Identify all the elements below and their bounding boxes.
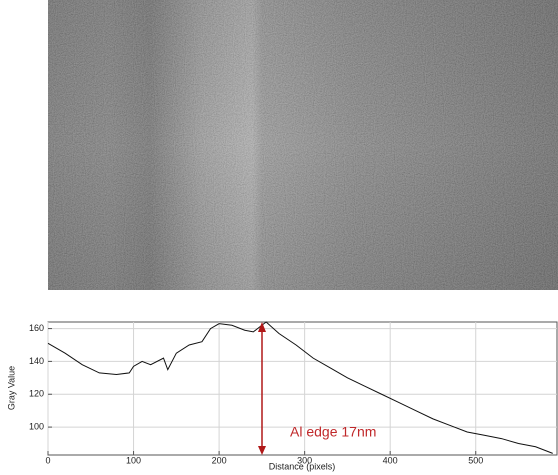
x-tick-label: 400 xyxy=(383,455,398,465)
micrograph xyxy=(48,0,558,290)
profile-line xyxy=(47,321,553,454)
x-axis-label: Distance (pixels) xyxy=(269,461,336,471)
x-tick-label: 0 xyxy=(45,455,50,465)
x-tick-label: 500 xyxy=(468,455,483,465)
arrow-head xyxy=(258,446,266,455)
arrow-head xyxy=(258,322,266,332)
y-axis-label: Gray Value xyxy=(6,366,16,410)
annotation: Al edge 17nm xyxy=(290,424,376,440)
y-tick-label: 100 xyxy=(29,421,44,431)
y-tick-label: 140 xyxy=(29,356,44,366)
y-tick-label: 160 xyxy=(29,323,44,333)
profile-plot: 0 100 200 300 400 500 100 120 140 160 xyxy=(29,321,558,465)
y-tick-label: 120 xyxy=(29,389,44,399)
x-tick-label: 100 xyxy=(126,455,141,465)
x-tick-label: 200 xyxy=(212,455,227,465)
x-tick-label: 300 xyxy=(297,455,312,465)
